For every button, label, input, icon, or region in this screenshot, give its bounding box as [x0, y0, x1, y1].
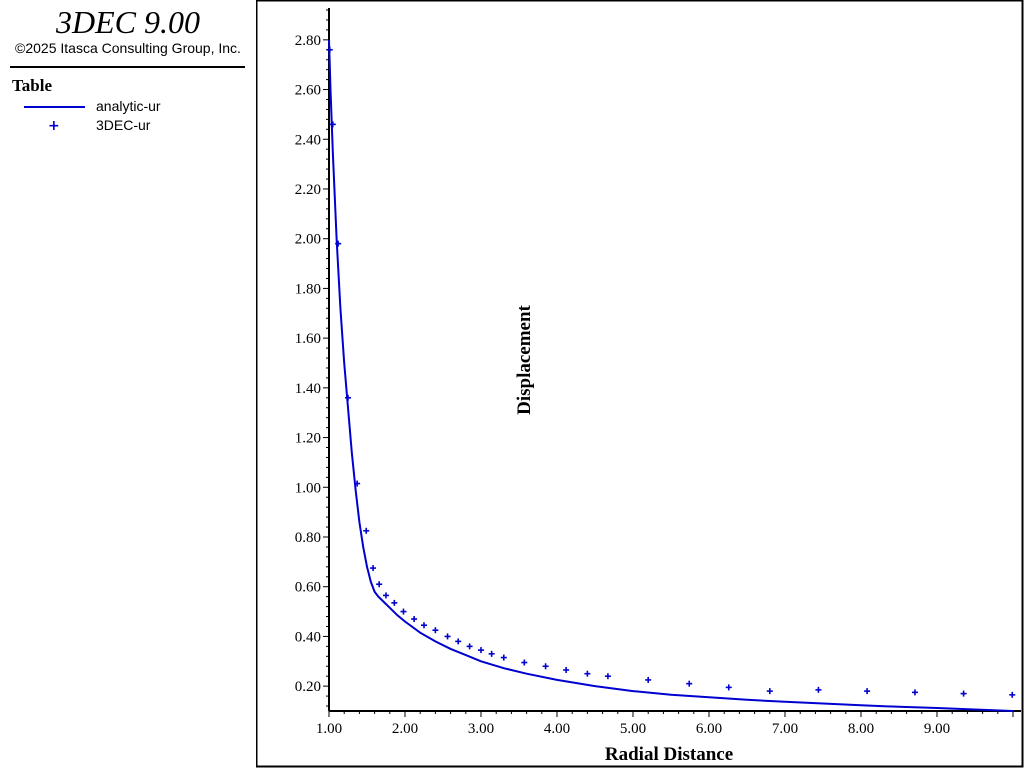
- 3dec-ur-point: [383, 592, 389, 599]
- y-tick-label: 0.20: [295, 679, 321, 695]
- 3dec-ur-point: [815, 686, 822, 693]
- 3dec-ur-point: [466, 643, 473, 650]
- 3dec-ur-point: [766, 688, 773, 695]
- 3dec-ur-point: [335, 240, 342, 247]
- plot-background: [256, 0, 1024, 768]
- x-tick-label: 7.00: [772, 721, 798, 737]
- axes: 0.20 0.40 0.60 0.80 1.00 1.20 1.40 1.60 1.80 2.00…: [295, 8, 1021, 737]
- 3dec-ur-point: [421, 622, 427, 629]
- x-tick-label: 9.00: [924, 721, 950, 737]
- y-tick-label: 1.20: [295, 431, 321, 447]
- 3dec-ur-point: [686, 680, 693, 687]
- legend-label-3dec: 3DEC-ur: [96, 117, 151, 133]
- 3dec-ur-point: [444, 633, 451, 640]
- y-tick-label: 2.40: [295, 132, 321, 148]
- legend-title: Table: [12, 76, 53, 95]
- copyright-text: ©2025 Itasca Consulting Group, Inc.: [15, 40, 241, 56]
- 3dec-ur-point: [864, 688, 871, 695]
- 3dec-ur-point: [645, 676, 652, 683]
- x-tick-label: 4.00: [544, 721, 570, 737]
- 3dec-ur-point: [326, 46, 333, 53]
- 3dec-ur-point: [363, 527, 370, 534]
- 3dec-ur-point: [488, 650, 495, 657]
- 3dec-ur-point: [584, 670, 591, 677]
- 3dec-ur-point: [478, 647, 484, 654]
- analytic-ur-line: [328, 39, 1014, 712]
- 3dec-ur-point: [376, 581, 383, 588]
- 3dec-ur-point: [370, 565, 377, 572]
- 3dec-ur-point: [604, 673, 611, 680]
- x-tick-label: 3.00: [468, 721, 494, 737]
- x-tick-label: 8.00: [848, 721, 874, 737]
- 3dec-ur-point: [400, 608, 407, 615]
- 3dec-ur-point: [563, 666, 570, 673]
- y-tick-label: 1.00: [295, 480, 321, 496]
- 3dec-ur-point: [725, 684, 732, 691]
- 3dec-ur-point: [354, 480, 361, 487]
- y-tick-label: 2.80: [295, 33, 321, 49]
- 3dec-ur-point: [391, 599, 398, 606]
- y-tick-label: 2.20: [295, 182, 321, 198]
- side-panel: 3DEC 9.00 ©2025 Itasca Consulting Group,…: [0, 0, 256, 768]
- y-tick-label: 2.60: [295, 83, 321, 99]
- 3dec-ur-point: [432, 627, 439, 634]
- app-title: 3DEC 9.00: [56, 4, 200, 40]
- 3dec-ur-point: [911, 689, 918, 696]
- chart: 0.20 0.40 0.60 0.80 1.00 1.20 1.40 1.60 1.80 2.00…: [256, 0, 1024, 768]
- 3dec-ur-point: [345, 394, 351, 401]
- 3dec-ur-point: [455, 638, 462, 645]
- y-tick-label: 1.40: [295, 381, 321, 397]
- x-tick-label: 2.00: [392, 721, 418, 737]
- divider: [10, 66, 245, 68]
- 3dec-ur-point: [500, 654, 507, 661]
- line-icon: [24, 106, 85, 108]
- y-tick-label: 1.60: [295, 331, 321, 347]
- x-axis-label: Radial Distance: [605, 744, 733, 765]
- x-tick-label: 5.00: [620, 721, 646, 737]
- y-tick-label: 0.40: [295, 629, 321, 645]
- y-tick-label: 0.60: [295, 580, 321, 596]
- analytic-series: [328, 39, 1014, 712]
- y-tick-label: 1.80: [295, 281, 321, 297]
- 3dec-ur-point: [1009, 691, 1016, 698]
- x-tick-label: 6.00: [696, 721, 722, 737]
- 3dec-ur-point: [521, 659, 528, 666]
- 3dec-series: [326, 46, 1016, 698]
- 3dec-ur-point: [329, 121, 336, 128]
- y-tick-label: 0.80: [295, 530, 321, 546]
- plus-icon: +: [48, 118, 60, 134]
- plot-border: [256, 0, 1024, 768]
- 3dec-ur-point: [411, 616, 418, 623]
- y-tick-label: 2.00: [295, 232, 321, 248]
- legend-label-analytic: analytic-ur: [96, 98, 161, 114]
- x-tick-label: 1.00: [316, 721, 342, 737]
- y-axis-label: Displacement: [514, 304, 535, 414]
- 3dec-ur-point: [542, 663, 549, 670]
- 3dec-ur-point: [960, 690, 967, 697]
